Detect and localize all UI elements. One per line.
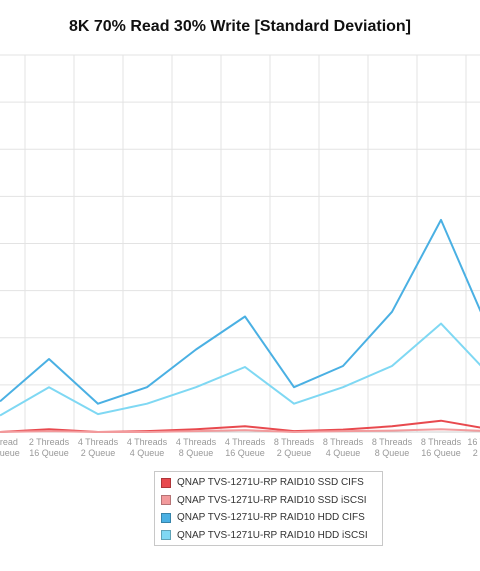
grid-lines	[0, 54, 480, 433]
x-tick-label: 4 Threads 16 Queue	[225, 437, 266, 458]
x-tick-label: 1 Thread16 Queue	[0, 437, 20, 458]
series-line-3	[0, 218, 480, 405]
legend-swatch	[161, 530, 171, 541]
legend-swatch	[161, 495, 171, 506]
chart-title: 8K 70% Read 30% Write [Standard Deviatio…	[68, 18, 412, 35]
x-tick-label: 4 Threads 2 Queue	[78, 437, 119, 458]
legend-label: QNAP TVS-1271U-RP RAID10 HDD iSCSI	[177, 529, 368, 541]
x-tick-label: 2 Threads 16 Queue	[29, 437, 70, 458]
series-line-4	[0, 322, 480, 417]
series-lines	[0, 218, 480, 433]
legend-label: QNAP TVS-1271U-RP RAID10 SSD CIFS	[177, 477, 364, 489]
x-tick-label: 8 Threads 8 Queue	[372, 437, 413, 458]
x-tick-label: 8 Threads 16 Queue	[421, 437, 462, 458]
x-tick-label: 4 Threads 4 Queue	[127, 437, 168, 458]
legend-label: QNAP TVS-1271U-RP RAID10 HDD CIFS	[177, 512, 365, 524]
legend-item: QNAP TVS-1271U-RP RAID10 SSD iSCSI	[161, 492, 376, 510]
legend-item: QNAP TVS-1271U-RP RAID10 SSD CIFS	[161, 474, 376, 492]
x-tick-label: 8 Threads 4 Queue	[323, 437, 364, 458]
legend: QNAP TVS-1271U-RP RAID10 SSD CIFS QNAP TV…	[154, 471, 383, 546]
x-tick-label: 4 Threads 8 Queue	[176, 437, 217, 458]
x-tick-label: 8 Threads 2 Queue	[274, 437, 315, 458]
legend-swatch	[161, 512, 171, 523]
legend-item: QNAP TVS-1271U-RP RAID10 HDD iSCSI	[161, 527, 376, 545]
legend-item: QNAP TVS-1271U-RP RAID10 HDD CIFS	[161, 509, 376, 527]
series-line-2	[0, 428, 480, 433]
legend-label: QNAP TVS-1271U-RP RAID10 SSD iSCSI	[177, 494, 367, 506]
legend-swatch	[161, 477, 171, 488]
